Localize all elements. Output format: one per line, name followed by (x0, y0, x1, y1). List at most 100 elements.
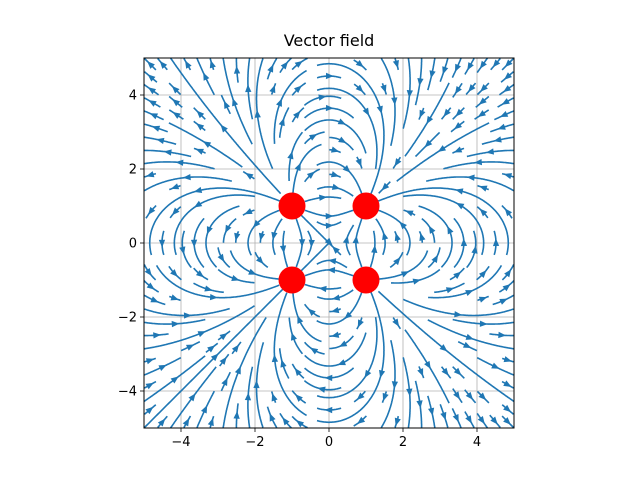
stream-arrow (306, 171, 315, 179)
stream-arrow (182, 173, 191, 181)
stream-arrow (478, 270, 487, 279)
stream-arrow (248, 268, 257, 275)
stream-arrow (170, 294, 179, 301)
stream-arrow (364, 369, 372, 378)
stream-arrow (424, 360, 431, 370)
stream-arrow (144, 267, 152, 276)
stream-arrow (400, 271, 410, 278)
stream-arrow (362, 107, 370, 116)
stream-arrow (337, 359, 346, 366)
stream-arrow (271, 354, 279, 363)
stream-arrow (267, 64, 274, 73)
stream-arrow (203, 72, 210, 81)
stream-arrow (196, 123, 205, 131)
stream-arrow (172, 98, 181, 107)
stream-arrow (442, 66, 449, 75)
stream-arrow (503, 417, 511, 425)
stream-arrow (158, 364, 167, 372)
stream-arrow (437, 145, 447, 152)
stream-arrow (342, 235, 350, 244)
stream-arrow (453, 367, 462, 376)
stream-arrow (325, 213, 334, 220)
stream-arrow (223, 100, 231, 110)
stream-arrow (328, 258, 337, 265)
stream-arrow (466, 174, 475, 181)
stream-arrow (443, 108, 451, 117)
stream-arrow (295, 394, 303, 402)
stream-arrow (172, 112, 181, 119)
stream-arrow (145, 358, 155, 365)
x-tick-label: −2 (245, 435, 264, 450)
stream-arrow (478, 296, 488, 303)
stream-arrow (233, 65, 241, 74)
streamline (402, 194, 485, 256)
stream-arrow (308, 239, 315, 248)
stream-arrow (280, 61, 288, 70)
stream-arrow (357, 416, 366, 424)
stream-arrow (221, 377, 228, 386)
stream-arrow (196, 110, 205, 119)
stream-arrow (269, 84, 276, 94)
stream-arrow (234, 232, 241, 241)
stream-arrow (245, 172, 254, 180)
stream-arrow (319, 194, 328, 201)
stream-arrow (290, 332, 297, 341)
stream-arrow (298, 239, 306, 247)
stream-arrow (491, 362, 500, 369)
streamline (303, 131, 325, 145)
stream-arrow (452, 413, 459, 423)
stream-arrow (416, 400, 423, 409)
stream-arrow (503, 173, 513, 180)
streamline (247, 207, 285, 256)
stream-arrow (419, 232, 426, 242)
stream-arrow (207, 345, 216, 353)
stream-arrow (471, 245, 478, 254)
stream-arrow (465, 290, 474, 296)
stream-arrow (200, 405, 208, 414)
stream-arrow (171, 85, 180, 94)
stream-arrow (479, 320, 488, 327)
stream-arrow (504, 59, 513, 68)
y-tick-label: 4 (129, 89, 137, 104)
stream-arrow (225, 224, 232, 233)
stream-arrow (503, 380, 512, 387)
stream-arrow (244, 392, 252, 401)
stream-arrow (376, 105, 383, 114)
stream-arrow (339, 340, 348, 347)
stream-arrow (170, 183, 180, 190)
stream-arrow (357, 319, 364, 328)
stream-arrow (197, 331, 206, 338)
stream-arrow (394, 158, 402, 167)
stream-arrow (456, 202, 465, 210)
stream-arrow (149, 113, 159, 120)
stream-arrow (171, 207, 180, 216)
stream-arrow (454, 86, 462, 95)
stream-arrow (182, 418, 190, 427)
x-axis: −4 −2 0 2 4 (171, 428, 481, 450)
stream-arrow (231, 275, 240, 282)
charge-marker (278, 192, 306, 220)
stream-arrow (254, 109, 261, 118)
stream-arrow (477, 415, 485, 425)
stream-arrow (447, 226, 454, 235)
stream-arrow (330, 146, 340, 153)
stream-arrow (392, 59, 399, 69)
stream-arrow (252, 219, 261, 228)
stream-arrow (405, 210, 414, 217)
stream-arrow (171, 320, 180, 328)
stream-arrow (344, 311, 353, 320)
streamline (316, 316, 378, 399)
streamline (316, 87, 378, 170)
stream-arrow (465, 391, 474, 400)
stream-arrow (417, 368, 424, 377)
stream-arrow (195, 148, 204, 155)
stream-arrow (327, 267, 336, 274)
stream-arrow (188, 393, 196, 402)
stream-arrow (465, 333, 474, 340)
x-tick-label: −4 (171, 435, 190, 450)
stream-arrow (406, 89, 413, 98)
stream-arrow (185, 60, 192, 69)
stream-arrow (318, 94, 327, 101)
chart-title: Vector field (283, 31, 375, 50)
